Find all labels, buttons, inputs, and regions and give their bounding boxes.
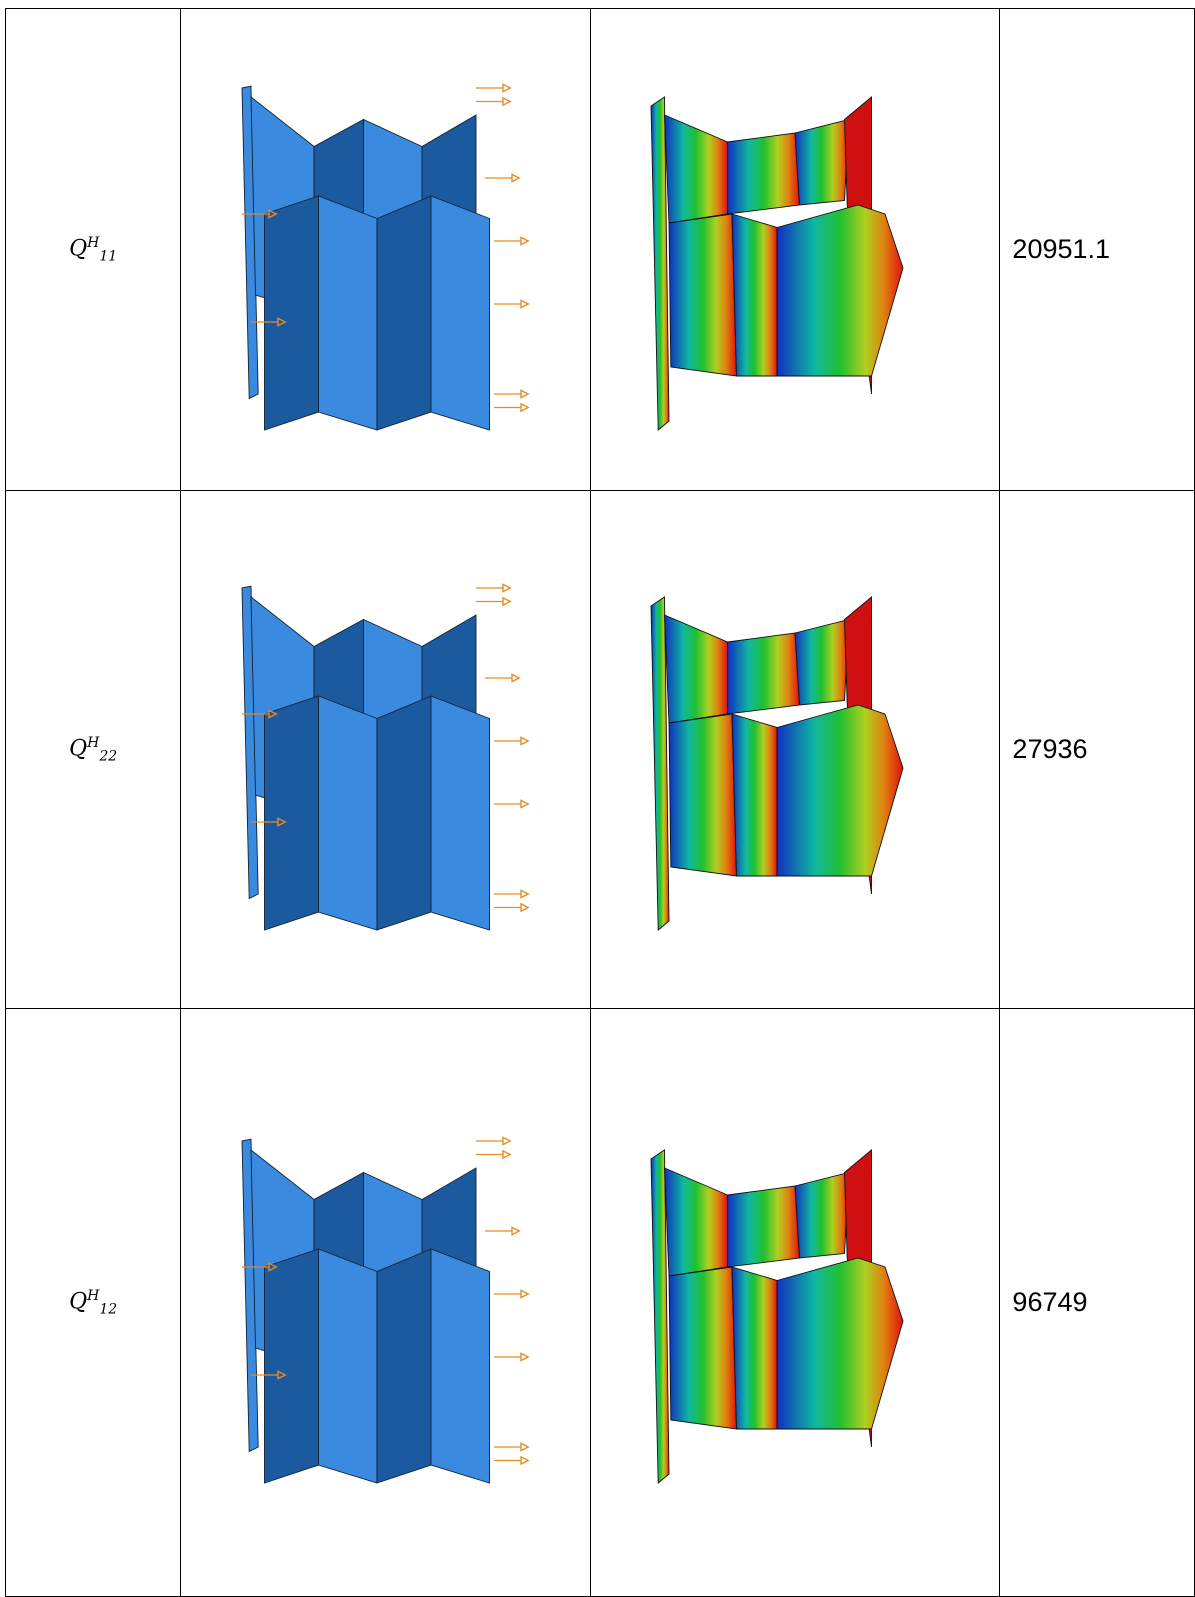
q-sup: H [87,1288,99,1304]
value-cell: 96749 [1000,1009,1195,1597]
model-cell [181,9,591,491]
label-cell: QH11 [6,9,181,491]
q-sub: 11 [99,248,117,264]
value-cell: 20951.1 [1000,9,1195,491]
model-image [206,1073,566,1533]
row: QH22 27936 [6,491,1195,1009]
model-cell [181,1009,591,1597]
result-image [615,520,975,980]
result-cell [590,491,1000,1009]
label-cell: QH12 [6,1009,181,1597]
result-image [615,30,975,470]
q-sub: 22 [99,748,117,764]
q-base: Q [69,1289,87,1314]
result-cell [590,1009,1000,1597]
q-base: Q [69,236,87,261]
model-cell [181,491,591,1009]
row: QH12 96749 [6,1009,1195,1597]
q-sub: 12 [99,1301,117,1317]
q-sup: H [87,735,99,751]
model-image [206,520,566,980]
results-table: QH11 20951.1 QH22 27936 QH12 96749 [5,8,1195,1597]
label-cell: QH22 [6,491,181,1009]
model-image [206,30,566,470]
row: QH11 20951.1 [6,9,1195,491]
value-cell: 27936 [1000,491,1195,1009]
q-sup: H [87,235,99,251]
result-image [615,1073,975,1533]
page: QH11 20951.1 QH22 27936 QH12 96749 (() =… [0,0,1195,1596]
q-base: Q [69,736,87,761]
result-cell [590,9,1000,491]
